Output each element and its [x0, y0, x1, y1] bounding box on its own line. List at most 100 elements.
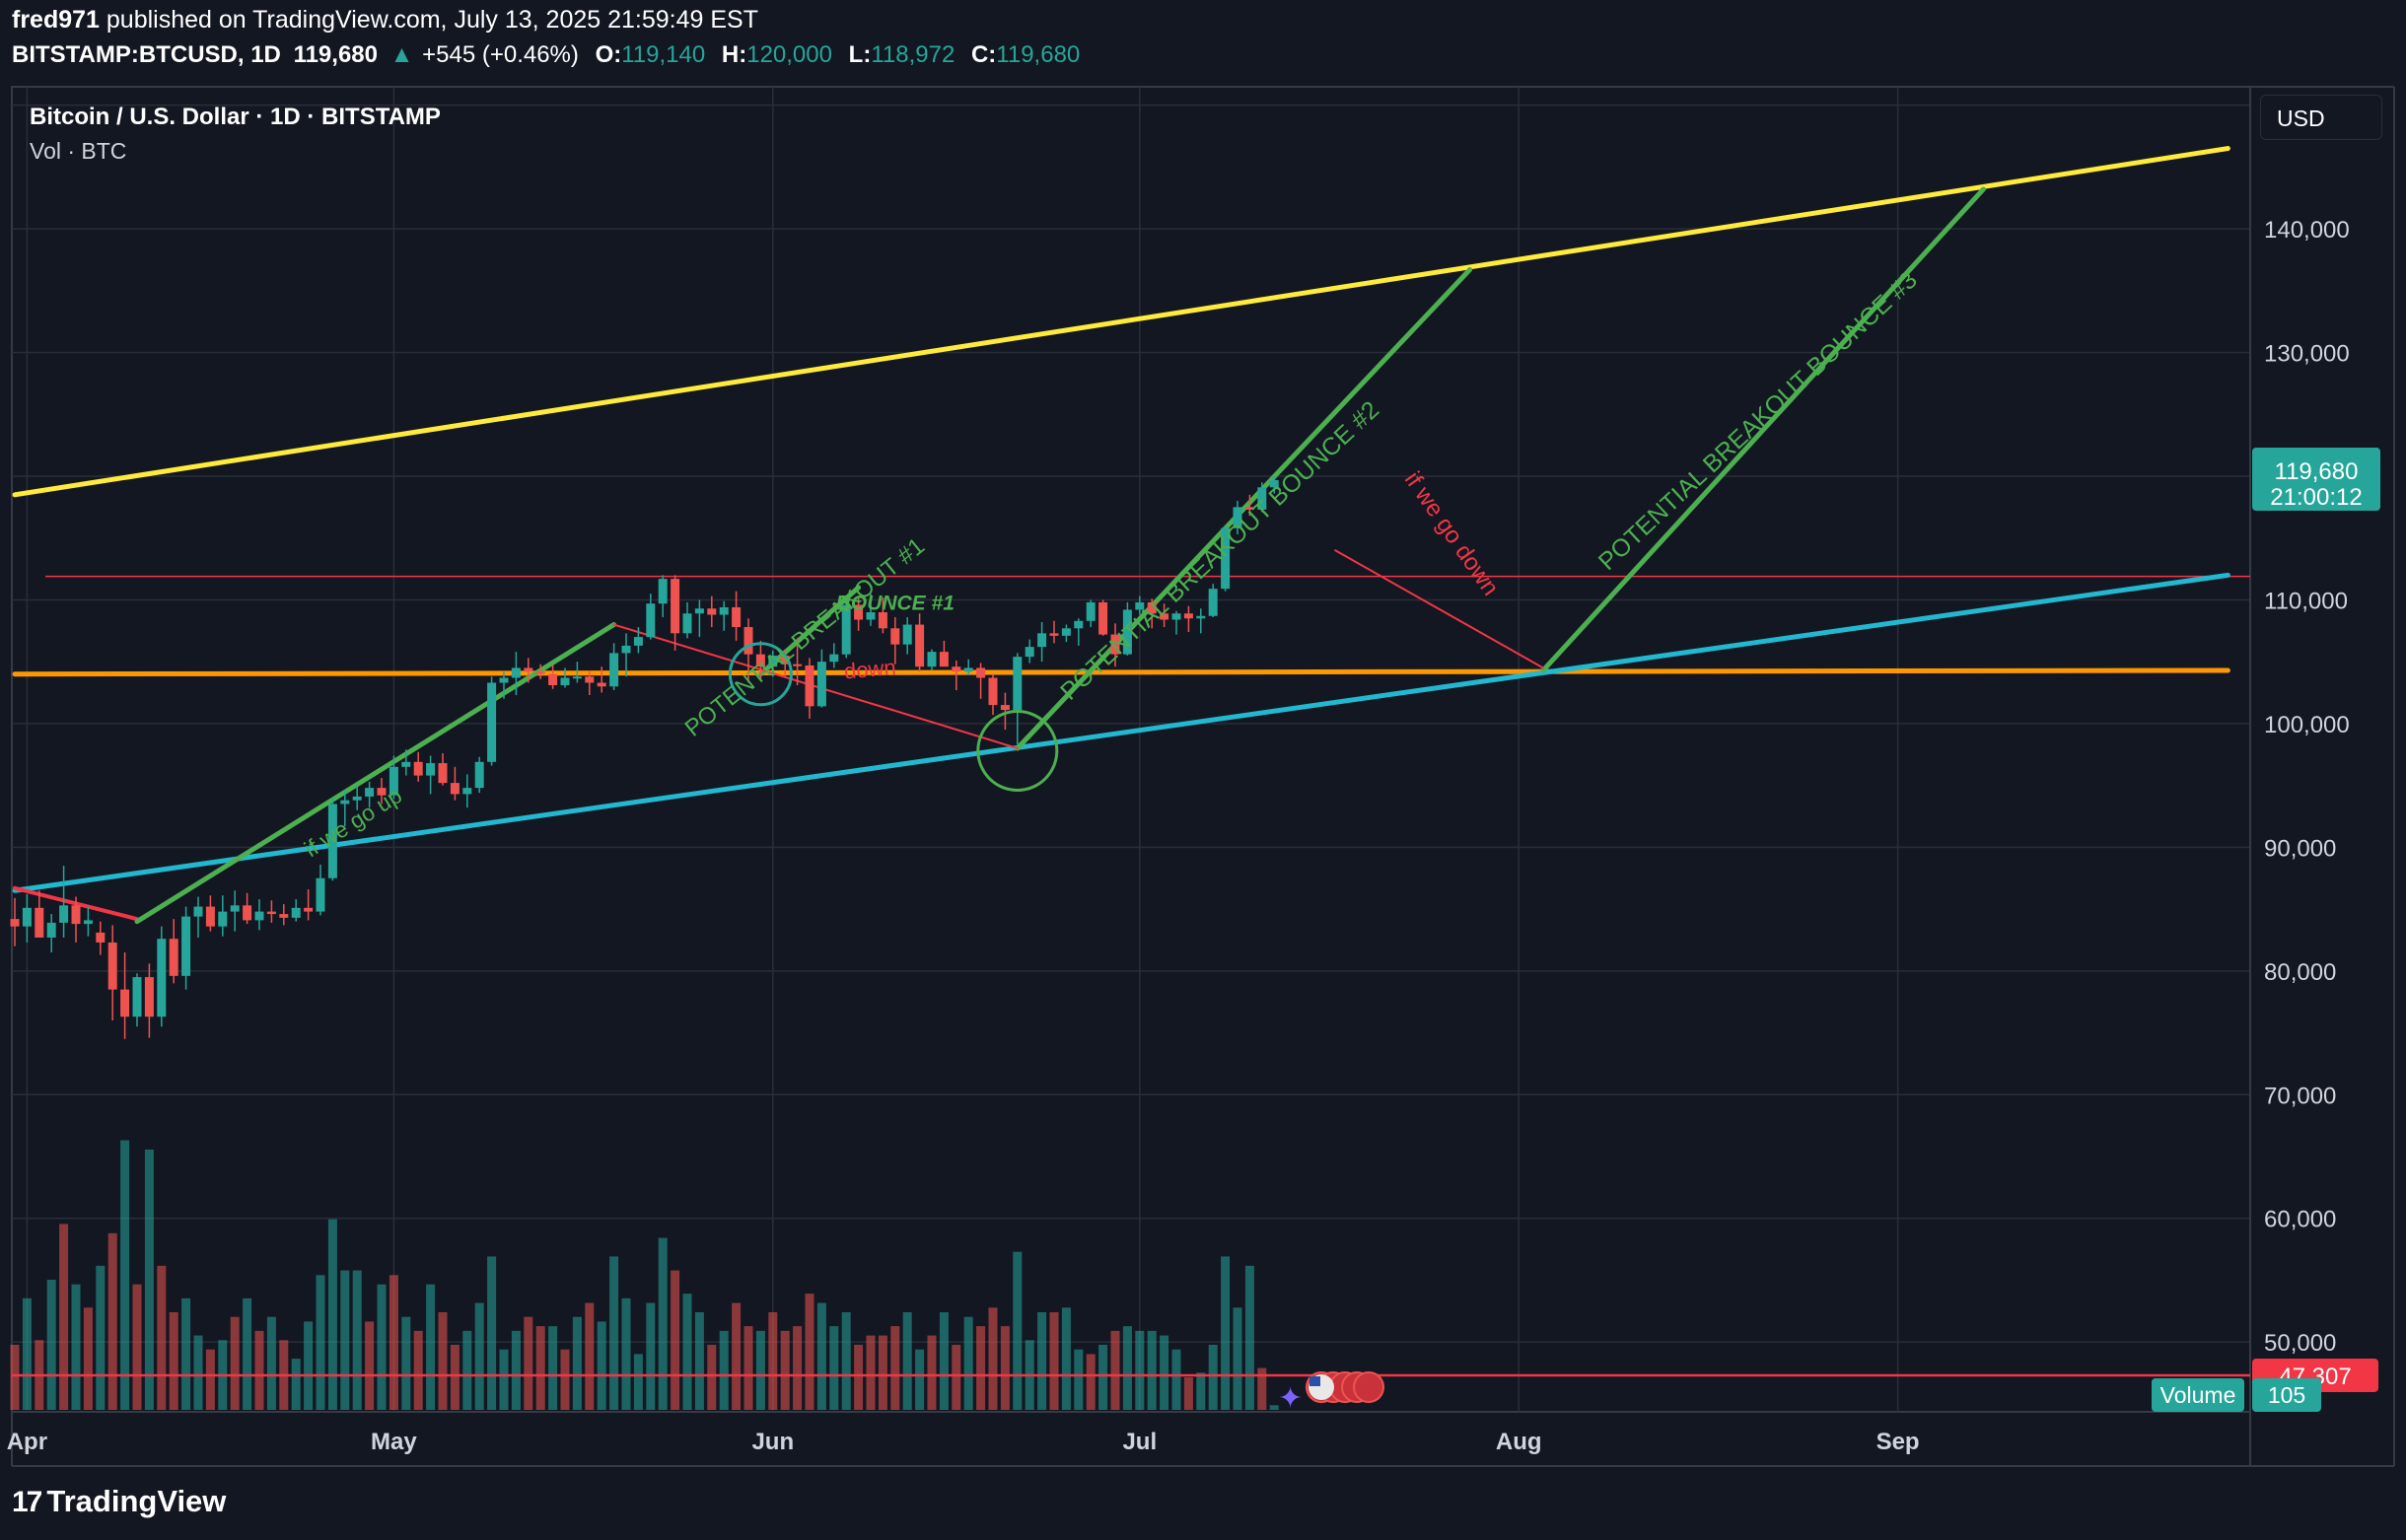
volume-bar	[732, 1302, 742, 1410]
candle	[1221, 525, 1231, 592]
candle-body	[413, 761, 423, 776]
candle-body	[707, 608, 717, 615]
candle	[22, 894, 32, 943]
candle-body	[10, 919, 20, 927]
y-tick-label: 100,000	[2264, 712, 2350, 738]
annotation-down-short: down	[843, 655, 897, 683]
volume-bar	[327, 1219, 337, 1410]
candle	[524, 658, 533, 683]
volume-bar	[1135, 1330, 1145, 1410]
volume-bar	[1257, 1367, 1267, 1410]
volume-bar	[22, 1297, 32, 1410]
high-value: 120,000	[746, 41, 832, 68]
volume-bar	[1000, 1326, 1010, 1410]
candle	[890, 617, 900, 665]
volume-bars	[10, 1140, 1279, 1410]
candle	[426, 755, 436, 795]
volume-bar	[340, 1270, 350, 1410]
volume-bar	[316, 1275, 325, 1410]
candle-body	[548, 673, 558, 686]
candle-body	[1221, 527, 1231, 590]
volume-value-badge	[2252, 1378, 2321, 1412]
candle-body	[59, 905, 69, 923]
candle-body	[365, 788, 375, 797]
candle	[487, 676, 497, 766]
volume-bar	[841, 1312, 851, 1410]
candle	[316, 864, 325, 916]
candle-body	[1000, 705, 1010, 711]
orange-support-line	[12, 667, 2230, 677]
yellow-resistance-line	[12, 146, 2230, 498]
volume-legend[interactable]: Vol · BTC	[30, 138, 127, 164]
candle-body	[35, 907, 44, 938]
candle-body	[230, 905, 240, 912]
open-label: O:	[595, 41, 622, 68]
currency-button[interactable]: USD	[2260, 95, 2382, 140]
candle	[609, 643, 619, 691]
candle-body	[340, 800, 350, 805]
tradingview-logo[interactable]: 17 TradingView	[12, 1484, 226, 1519]
author-name[interactable]: fred971	[12, 6, 100, 34]
volume-bar	[1037, 1312, 1047, 1410]
close-label: C:	[970, 41, 997, 68]
candle-body	[1196, 615, 1206, 619]
candle-body	[854, 604, 864, 620]
volume-bar	[205, 1349, 215, 1410]
candle	[1086, 599, 1096, 628]
volume-bar	[46, 1280, 56, 1410]
candle	[732, 591, 742, 641]
candle	[1244, 494, 1254, 517]
candle-body	[107, 942, 117, 990]
volume-bar	[854, 1345, 864, 1410]
volume-bar	[413, 1330, 423, 1410]
volume-bar	[426, 1284, 436, 1410]
candle-body	[1025, 647, 1034, 658]
candle-body	[389, 766, 398, 796]
candle	[1147, 598, 1157, 629]
volume-bar	[401, 1316, 411, 1410]
volume-bar	[816, 1302, 826, 1410]
candle	[682, 601, 692, 639]
event-star-icon: ✦	[1278, 1381, 1303, 1416]
candle	[120, 952, 130, 1039]
candle-body	[487, 682, 497, 762]
volume-bar	[1086, 1354, 1096, 1410]
volume-bar	[83, 1307, 93, 1410]
tradingview-logo-icon: 17	[12, 1486, 42, 1518]
candle	[132, 973, 142, 1027]
candle-body	[1086, 601, 1096, 621]
candle	[976, 663, 986, 699]
volume-bar	[1244, 1265, 1254, 1410]
candle	[621, 633, 631, 677]
candle	[107, 925, 117, 1020]
candle-body	[768, 655, 778, 667]
volume-bar	[193, 1335, 203, 1410]
volume-bar	[1233, 1307, 1242, 1410]
candle-body	[169, 939, 178, 976]
candle	[169, 919, 178, 984]
volume-bar	[524, 1316, 533, 1410]
candle	[671, 575, 680, 651]
volume-bar	[878, 1335, 887, 1410]
chart-legend-title[interactable]: Bitcoin / U.S. Dollar · 1D · BITSTAMP	[30, 104, 441, 130]
candle	[157, 926, 167, 1027]
candle-body	[157, 939, 167, 1017]
candle	[1160, 603, 1169, 628]
volume-bar	[120, 1140, 130, 1410]
candle	[1025, 639, 1034, 664]
candle	[35, 890, 44, 938]
candle	[707, 595, 717, 628]
x-tick-label: Aug	[1496, 1429, 1542, 1455]
candle	[768, 650, 778, 677]
candle	[230, 890, 240, 932]
candle-body	[671, 579, 680, 634]
red-if-down	[1334, 549, 1544, 669]
candle-body	[1013, 657, 1023, 711]
candle-body	[816, 662, 826, 707]
candle-body	[46, 922, 56, 938]
candle	[572, 662, 582, 683]
volume-bar	[915, 1349, 925, 1410]
volume-bar	[793, 1326, 803, 1410]
volume-bar	[927, 1335, 937, 1410]
